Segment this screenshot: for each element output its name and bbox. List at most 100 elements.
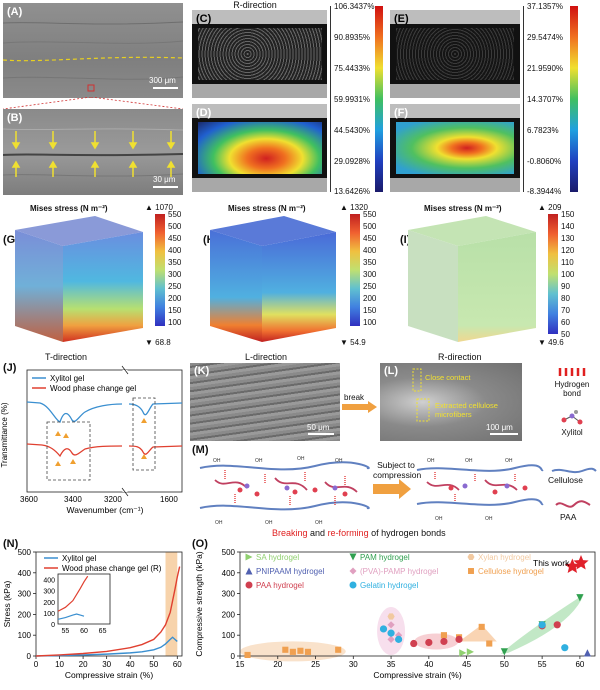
- h-tick-6: 250: [363, 282, 377, 291]
- sem-image-l: (L) Close contact Extracted cellulose mi…: [380, 363, 522, 441]
- inset-series-line-1: [57, 575, 89, 612]
- h-tick-4: 350: [363, 258, 377, 267]
- legend-lines: [551, 467, 597, 508]
- legend-label-0: Xylitol gel: [62, 554, 96, 563]
- stress-strain-chart: 0 10 20 30 40 50 60 0 100 200 300 400 500 Compressive…: [2, 548, 183, 680]
- h-max: ▲ 1320: [340, 203, 368, 212]
- paa-symbol: [555, 500, 591, 508]
- point-gelatin-hydrogel-2: [395, 635, 403, 643]
- scale2-tick-0: 37.1357%: [527, 2, 564, 11]
- panel-label-j: (J): [3, 362, 17, 374]
- legend-label-7: Gelatin hydrogel: [360, 581, 418, 590]
- cube-g-left: [15, 230, 63, 342]
- ftir-xtick-3400: 3400: [64, 495, 82, 504]
- legend-label-this-work: This work: [533, 558, 570, 568]
- scale2-tick-3: 14.3707%: [527, 95, 564, 104]
- legend-marker-1: [349, 553, 357, 561]
- legend-label-6: PAA hydrogel: [256, 581, 304, 590]
- legend-hbond: Hydrogen bond: [554, 380, 590, 398]
- point-gelatin-hydrogel-4: [538, 621, 546, 629]
- scheme-caption: Breaking and re-forming of hydrogen bond…: [272, 528, 446, 538]
- caption-reforming: re-forming: [327, 528, 369, 538]
- inset-series-line-0: [57, 613, 85, 620]
- legend-marker-6: [245, 581, 253, 589]
- y-tick-label-300: 300: [18, 590, 32, 599]
- panel-label-c: (C): [196, 13, 212, 25]
- i-tick-1: 140: [561, 222, 575, 231]
- y-tick-label-200: 200: [18, 610, 32, 619]
- caption-breaking: Breaking: [272, 528, 308, 538]
- legend-marker-4: [349, 567, 357, 575]
- sem-image-b: (B) 30 μm: [3, 109, 183, 195]
- scale2-tick-4: 6.7823%: [527, 126, 559, 135]
- h-tick-7: 200: [363, 294, 377, 303]
- point-pam-hydrogel-0: [500, 648, 508, 656]
- scheme-right: OH OH OH OH OH: [416, 458, 544, 522]
- x-tick-label-40: 40: [424, 660, 433, 669]
- legend-xylitol: Xylitol: [561, 428, 583, 437]
- panel-label-f: (F): [394, 107, 409, 119]
- y-tick-label-500: 500: [18, 548, 32, 557]
- g-tick-6: 250: [168, 282, 182, 291]
- h-min: ▼ 54.9: [340, 338, 366, 347]
- dic-image-f: (F): [390, 104, 520, 192]
- point-cellulose-hydrogel-3: [297, 647, 304, 654]
- series-line-0: [35, 636, 178, 657]
- panel-label-e: (E): [394, 13, 409, 25]
- g-tick-4: 350: [168, 258, 182, 267]
- cube-g-front: [63, 232, 143, 342]
- i-tick-10: 50: [561, 330, 570, 339]
- g-direction: T-direction: [45, 352, 88, 362]
- svg-text:OH: OH: [297, 456, 305, 462]
- legend-label-4: (PVA)-PAMP hydrogel: [360, 567, 438, 576]
- ftir-xylitol-curve: [26, 401, 183, 423]
- legend-label-2: Xylan hydrogel: [478, 553, 531, 562]
- plot-frame: [35, 551, 183, 657]
- scheme-left: OH OH OH OH OH OH OH: [199, 456, 370, 526]
- cube-h-top: [210, 216, 336, 246]
- ftir-xtick-3200: 3200: [104, 495, 122, 504]
- point-paa-hydrogel-1: [425, 638, 433, 647]
- plot-frame: [239, 551, 596, 657]
- h-direction: L-direction: [245, 352, 288, 362]
- g-max: ▲ 1070: [145, 203, 173, 212]
- i-direction: R-direction: [438, 352, 482, 362]
- cube-i-left: [408, 230, 458, 342]
- scale2-tick-2: 21.9590%: [527, 64, 564, 73]
- point-cellulose-hydrogel-8: [486, 640, 493, 647]
- panel-label-d: (D): [196, 107, 212, 119]
- dic-image-c: (C): [192, 10, 327, 98]
- panel-label-o: (O): [192, 538, 208, 550]
- x-tick-label-40: 40: [126, 660, 135, 669]
- x-axis-label: Compressive strain (%): [65, 670, 153, 680]
- scale-label-a: 300 μm: [149, 76, 176, 85]
- legend-marker-5: [468, 568, 474, 574]
- point-cellulose-hydrogel-6: [440, 632, 447, 639]
- legend-label-0: SA hydrogel: [256, 553, 299, 562]
- mises-label-h: Mises stress (N m⁻²): [228, 204, 306, 213]
- g-tick-8: 150: [168, 306, 182, 315]
- panel-label-m: (M): [192, 444, 209, 456]
- panel-label-l: (L): [384, 365, 399, 377]
- scale1-tick-4: 44.5430%: [334, 126, 371, 135]
- ftir-wood-curve: [26, 443, 183, 458]
- dic-image-d: (D): [192, 104, 327, 192]
- y-tick-label-0: 0: [27, 652, 32, 661]
- x-tick-label-55: 55: [538, 660, 547, 669]
- svg-text:OH: OH: [427, 458, 435, 464]
- ftir-peak-markers: [55, 418, 147, 466]
- point-cellulose-hydrogel-7: [478, 623, 485, 630]
- scale1-tick-2: 75.4433%: [334, 64, 371, 73]
- legend-label-5: Cellulose hydrogel: [478, 567, 544, 576]
- h-tick-8: 150: [363, 306, 377, 315]
- panel-label-a: (A): [7, 6, 23, 18]
- sem-b-texture: [3, 128, 183, 177]
- ftir-ylabel: Transmittance (%): [0, 402, 9, 467]
- point-cellulose-hydrogel-2: [289, 648, 296, 655]
- y-axis-label: Stress (kPa): [2, 580, 12, 627]
- i-tick-4: 110: [561, 258, 574, 267]
- scale1-tick-1: 90.8935%: [334, 33, 371, 42]
- i-tick-8: 70: [561, 306, 570, 315]
- panel-label-n: (N): [3, 538, 19, 550]
- hbond-symbol: [558, 368, 586, 376]
